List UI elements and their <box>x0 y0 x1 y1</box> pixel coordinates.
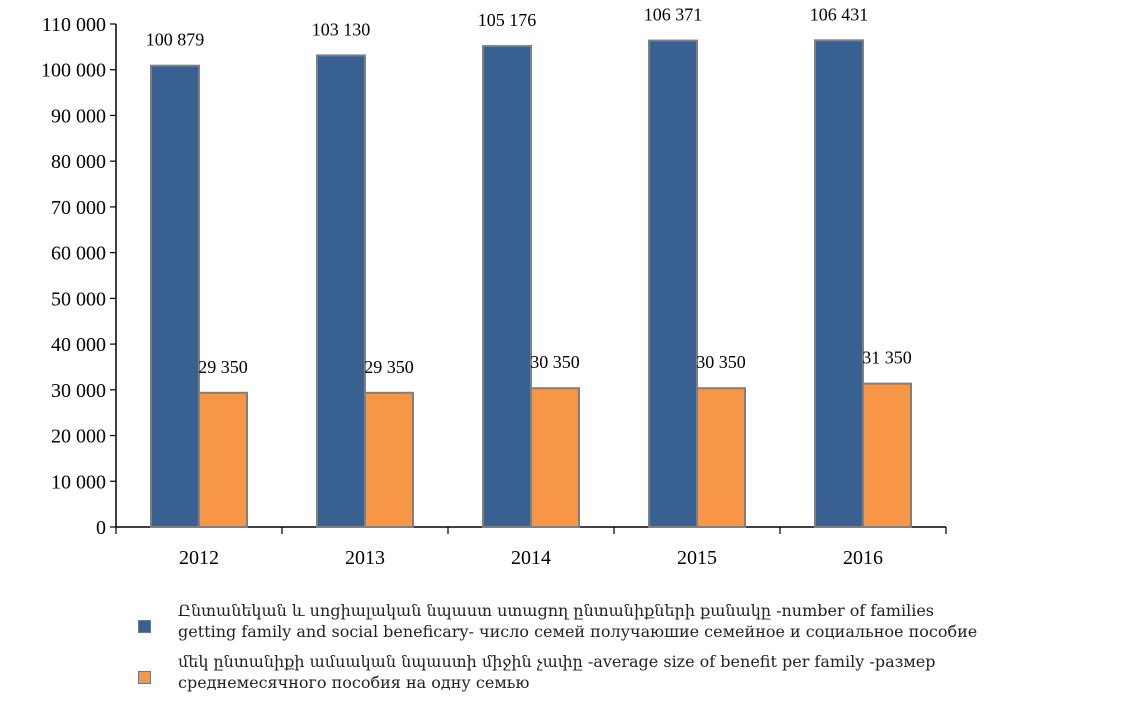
x-tick-label: 2016 <box>843 547 883 569</box>
y-tick-label: 110 000 <box>42 14 106 36</box>
legend-swatch-benefit-size <box>138 671 151 684</box>
bar-benefit-size <box>364 391 414 529</box>
legend-swatch-families <box>138 620 151 633</box>
x-axis: 2012 2013 2014 2015 2016 <box>115 526 947 569</box>
y-tick-label: 20 000 <box>51 426 106 448</box>
data-label-families: 103 130 <box>312 19 371 39</box>
bar-families <box>150 64 200 528</box>
x-tick-label: 2014 <box>511 547 551 569</box>
y-tick-label: 100 000 <box>41 60 106 82</box>
data-label-benefit-size: 29 350 <box>364 357 414 377</box>
bar-families <box>648 39 698 529</box>
bar-families <box>482 45 532 528</box>
y-tick-label: 60 000 <box>51 243 106 265</box>
data-label-benefit-size: 31 350 <box>862 348 912 368</box>
data-label-benefit-size: 30 350 <box>696 352 746 372</box>
y-axis: 0 10 000 20 000 30 000 40 000 50 000 60 000 70 … <box>41 14 117 539</box>
bar-benefit-size <box>696 387 746 528</box>
data-label-benefit-size: 29 350 <box>198 357 248 377</box>
legend: Ընտանեկան և սոցիալական նպաստ ստացող ընտա… <box>138 600 1098 702</box>
y-tick-label: 40 000 <box>51 334 106 356</box>
y-tick-label: 70 000 <box>51 197 106 219</box>
legend-item-benefit-size: մեկ ընտանիքի ամսական նպաստի միջին չափը -… <box>138 651 1098 693</box>
y-tick-label: 30 000 <box>51 380 106 402</box>
y-tick-label: 0 <box>96 517 106 539</box>
x-tick-label: 2012 <box>179 547 219 569</box>
bar-benefit-size <box>198 391 248 529</box>
legend-label-benefit-size-line-2: среднемесячного пособия на одну семью <box>178 673 530 692</box>
data-label-benefit-size: 30 350 <box>530 352 580 372</box>
x-tick-label: 2015 <box>677 547 717 569</box>
bar-families <box>814 39 864 528</box>
y-tick-label: 50 000 <box>51 288 106 310</box>
y-tick-label: 80 000 <box>51 151 106 173</box>
data-label-families: 105 176 <box>478 10 537 30</box>
x-tick-label: 2013 <box>345 547 385 569</box>
y-tick-label: 90 000 <box>51 105 106 127</box>
bar-families <box>316 54 366 528</box>
legend-label-families-line-1: Ընտանեկան և սոցիալական նպաստ ստացող ընտա… <box>178 601 935 620</box>
legend-item-families: Ընտանեկան և սոցիալական նպաստ ստացող ընտա… <box>138 600 1098 642</box>
legend-label-benefit-size-line-1: մեկ ընտանիքի ամսական նպաստի միջին չափը -… <box>178 652 936 671</box>
data-label-families: 106 371 <box>644 5 703 25</box>
bar-benefit-size <box>530 387 580 528</box>
legend-label-families-line-2: getting family and social beneficary- чи… <box>178 622 978 641</box>
y-tick-label: 10 000 <box>51 471 106 493</box>
bar-chart: 0 10 000 20 000 30 000 40 000 50 000 60 000 70 … <box>41 4 947 569</box>
data-label-families: 100 879 <box>146 30 205 50</box>
bars <box>150 39 912 529</box>
data-labels: 100 879 103 130 105 176 106 371 106 431 29 35… <box>146 4 912 376</box>
data-label-families: 106 431 <box>810 4 869 24</box>
bar-benefit-size <box>862 382 912 528</box>
